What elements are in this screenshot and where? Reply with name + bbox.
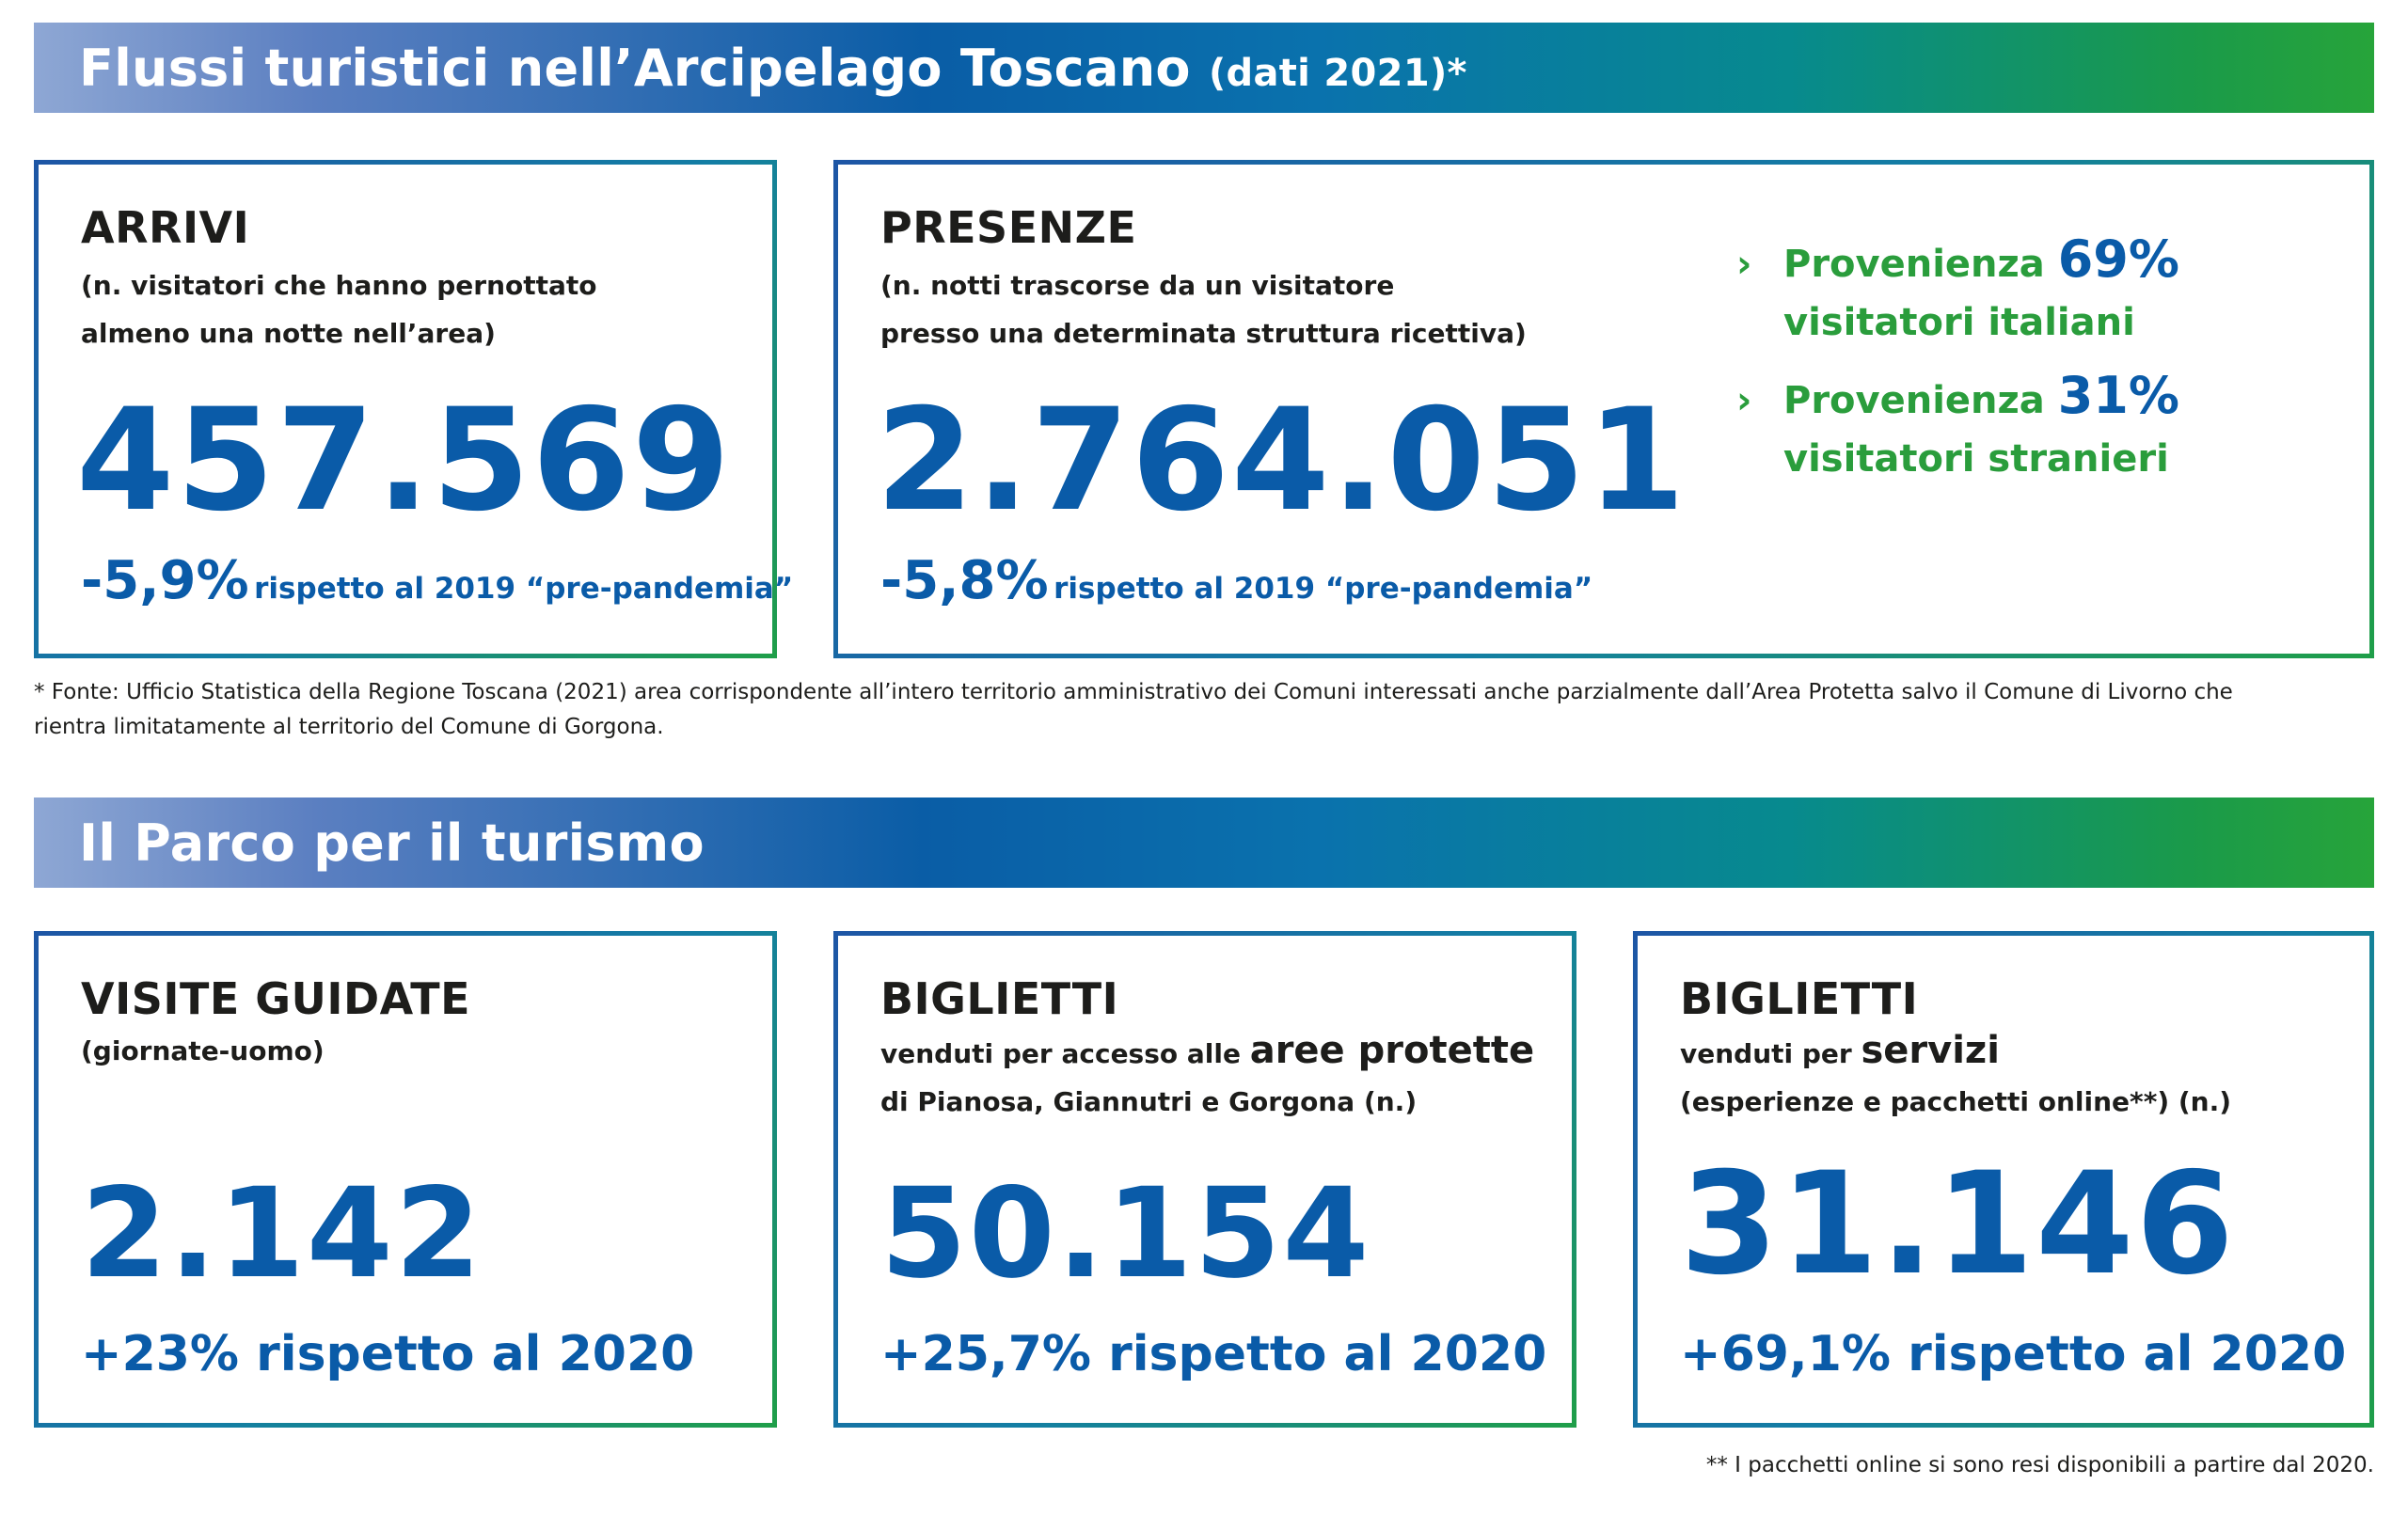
section-title: Il Parco per il turismo [79,813,705,873]
arrivi-title: ARRIVI [81,202,250,253]
biglietti-aree-title: BIGLIETTI [880,973,1119,1024]
arrivi-description: (n. visitatori che hanno pernottato alme… [81,261,597,357]
arrivi-change: -5,9% rispetto al 2019 “pre-pandemia” [81,550,793,611]
biglietti-aree-change: +25,7% rispetto al 2020 [880,1326,1547,1382]
section-subtitle: (dati 2021)* [1208,51,1467,95]
biglietti-aree-desc-line2: di Pianosa, Giannutri e Gorgona (n.) [880,1086,1418,1117]
presenze-change: -5,8% rispetto al 2019 “pre-pandemia” [880,550,1592,611]
arrivi-change-pct: -5,9% [81,550,249,611]
provenienza-pct: 31% [2057,366,2179,425]
presenze-card: PRESENZE (n. notti trascorse da un visit… [833,160,2374,658]
presenze-desc-line2: presso una determinata struttura ricetti… [880,318,1527,349]
presenze-desc-line1: (n. notti trascorse da un visitatore [880,270,1395,301]
presenze-value: 2.764.051 [876,379,1687,543]
biglietti-servizi-desc-line1: venduti per servizi [1680,1029,2000,1072]
chevron-right-icon: › [1736,243,1752,286]
biglietti-servizi-card: BIGLIETTI venduti per servizi (esperienz… [1633,931,2374,1428]
biglietti-servizi-change: +69,1% rispetto al 2020 [1680,1326,2347,1382]
arrivi-desc-line1: (n. visitatori che hanno pernottato [81,270,597,301]
provenienza-italiani: › Provenienza 69% visitatori italiani [1736,230,2179,352]
visite-title: VISITE GUIDATE [81,973,471,1024]
visite-value: 2.142 [81,1161,483,1306]
provenienza-pct: 69% [2057,229,2179,289]
footnote-pacchetti: ** I pacchetti online si sono resi dispo… [1705,1453,2374,1477]
biglietti-aree-card: BIGLIETTI venduti per accesso alle aree … [833,931,1576,1428]
presenze-change-text: rispetto al 2019 “pre-pandemia” [1054,572,1593,606]
footnote-fonte-line2: rientra limitatamente al territorio del … [34,715,664,739]
provenienza-desc: visitatori stranieri [1783,437,2169,481]
biglietti-servizi-value: 31.146 [1680,1143,2236,1306]
arrivi-desc-line2: almeno una notte nell’area) [81,318,496,349]
biglietti-aree-description: venduti per accesso alle aree protette d… [880,1027,1534,1126]
biglietti-aree-desc-line1: venduti per accesso alle aree protette [880,1029,1535,1072]
footnote-fonte: * Fonte: Ufficio Statistica della Region… [34,675,2385,745]
presenze-change-pct: -5,8% [880,550,1049,611]
visite-description: (giornate-uomo) [81,1027,325,1075]
provenienza-stranieri: › Provenienza 31% visitatori stranieri [1736,367,2179,488]
presenze-title: PRESENZE [880,202,1137,253]
biglietti-aree-emph: aree protette [1249,1029,1535,1072]
provenienza-label: Provenienza [1783,243,2045,286]
footnote-fonte-line1: * Fonte: Ufficio Statistica della Region… [34,680,2233,704]
provenienza-label: Provenienza [1783,379,2045,422]
section-banner-flussi: Flussi turistici nell’Arcipelago Toscano… [34,23,2374,113]
arrivi-change-text: rispetto al 2019 “pre-pandemia” [254,572,794,606]
biglietti-aree-value: 50.154 [880,1161,1371,1306]
section-title: Flussi turistici nell’Arcipelago Toscano… [79,38,1467,98]
arrivi-card: ARRIVI (n. visitatori che hanno pernotta… [34,160,793,658]
biglietti-servizi-description: venduti per servizi (esperienze e pacche… [1680,1027,2231,1126]
visite-guidate-card: VISITE GUIDATE (giornate-uomo) 2.142 +23… [34,931,777,1428]
presenze-description: (n. notti trascorse da un visitatore pre… [880,261,1527,357]
biglietti-servizi-desc-line2: (esperienze e pacchetti online**) (n.) [1680,1086,2232,1117]
arrivi-value: 457.569 [76,379,733,543]
provenienza-desc: visitatori italiani [1783,301,2135,344]
visite-change: +23% rispetto al 2020 [81,1326,695,1382]
biglietti-servizi-emph: servizi [1861,1029,2000,1072]
biglietti-servizi-title: BIGLIETTI [1680,973,1919,1024]
visite-desc-line1: (giornate-uomo) [81,1035,325,1066]
section-banner-parco: Il Parco per il turismo [34,797,2374,888]
chevron-right-icon: › [1736,379,1752,422]
